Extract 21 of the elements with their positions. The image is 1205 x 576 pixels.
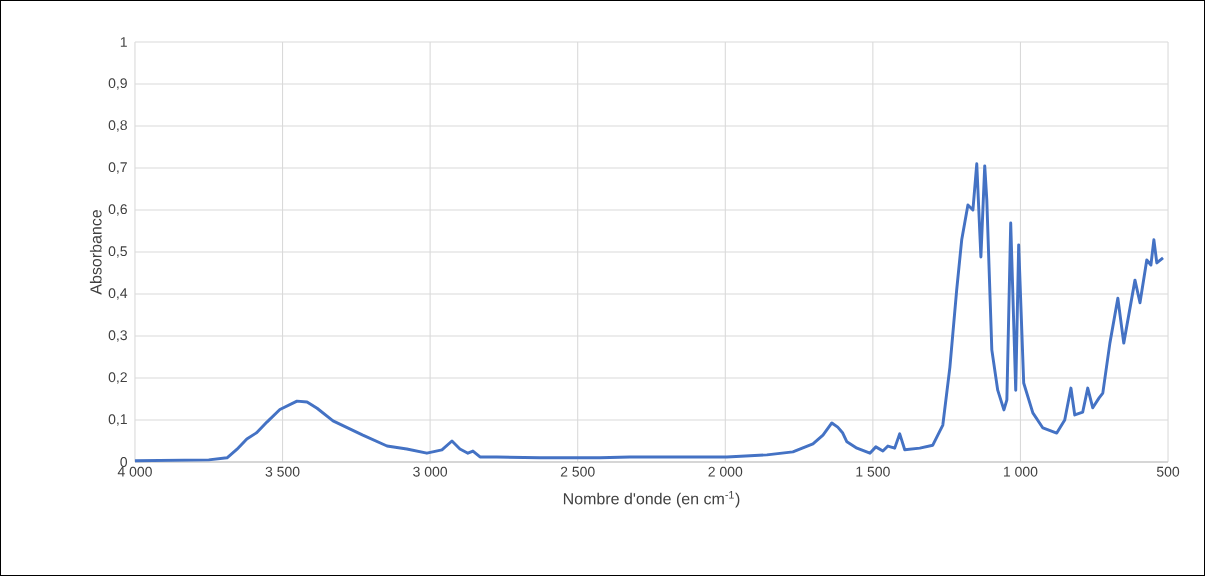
x-tick-label: 2 500	[560, 466, 595, 477]
x-tick-label: 3 000	[413, 466, 448, 477]
y-tick-label: 1	[120, 37, 127, 47]
y-tick-label: 0,1	[108, 414, 127, 426]
y-tick-label: 0,7	[108, 162, 127, 174]
y-tick-label: 0,9	[108, 78, 127, 90]
x-tick-label: 1 000	[1004, 466, 1038, 477]
y-tick-label: 0,4	[108, 288, 128, 300]
y-tick-label: 0,5	[108, 246, 127, 258]
x-tick-label: 3 500	[265, 466, 300, 477]
y-tick-label: 0,2	[108, 372, 127, 384]
x-tick-label: 500	[1156, 466, 1180, 477]
y-tick-label: 0,8	[108, 120, 127, 132]
y-axis-title: Absorbance	[89, 210, 102, 295]
x-axis-title: Nombre d'onde (en cm$^{-1}$)	[563, 491, 740, 508]
y-tick-label: 0,3	[108, 330, 127, 342]
x-tick-label: 1 500	[856, 466, 890, 477]
x-tick-label: 4 000	[117, 466, 152, 477]
y-tick-label: 0,6	[108, 204, 127, 216]
y-tick-label: 0	[120, 457, 128, 467]
x-tick-label: 2 000	[708, 466, 743, 477]
